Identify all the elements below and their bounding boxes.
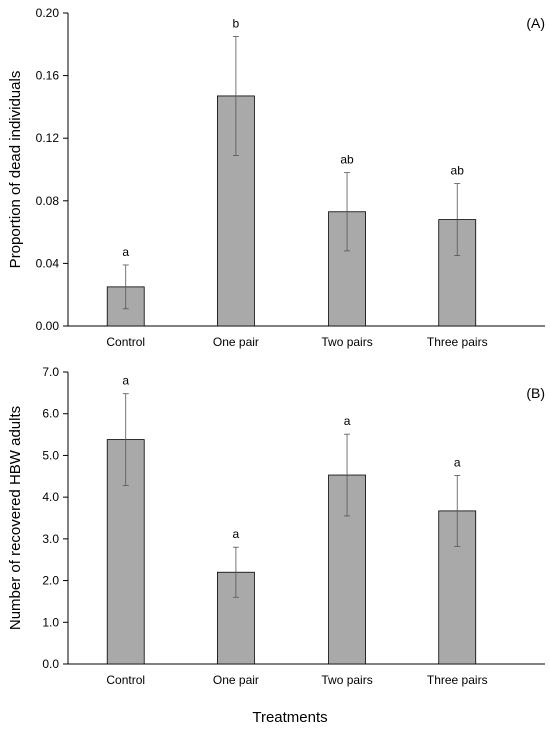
significance-letter: a bbox=[122, 245, 129, 259]
y-tick-label: 0.16 bbox=[36, 69, 60, 83]
y-tick-label: 3.0 bbox=[42, 532, 59, 546]
y-tick-label: 5.0 bbox=[42, 448, 59, 462]
bar bbox=[438, 510, 477, 665]
significance-letter: ab bbox=[451, 164, 465, 178]
significance-letter: a bbox=[344, 414, 351, 428]
y-axis-label: Proportion of dead individuals bbox=[7, 71, 24, 269]
y-tick-label: 4.0 bbox=[42, 490, 59, 504]
y-tick-label: 1.0 bbox=[42, 615, 59, 629]
y-tick-label: 0.00 bbox=[36, 319, 60, 333]
panel-b: 0.0 1.0 2.0 3.0 4.0 5.0 6.0 7.0 Number of recove… bbox=[7, 365, 545, 687]
panel-label: (A) bbox=[526, 15, 545, 31]
significance-letter: a bbox=[122, 374, 129, 388]
x-tick-label: Two pairs bbox=[321, 673, 372, 687]
x-tick-label: One pair bbox=[213, 673, 259, 687]
x-tick-label: Three pairs bbox=[427, 673, 488, 687]
y-tick-label: 0.20 bbox=[36, 6, 60, 20]
x-tick-label: Three pairs bbox=[427, 335, 488, 349]
significance-letter: ab bbox=[340, 153, 354, 167]
y-tick-label: 0.12 bbox=[36, 131, 60, 145]
y-tick-label: 0.0 bbox=[42, 657, 59, 671]
x-tick-label: Two pairs bbox=[321, 335, 372, 349]
x-tick-label: Control bbox=[106, 673, 145, 687]
y-tick-label: 7.0 bbox=[42, 365, 59, 379]
panel-label: (B) bbox=[526, 385, 545, 401]
x-tick-label: Control bbox=[106, 335, 145, 349]
shared-x-axis-label: Treatments bbox=[252, 709, 327, 726]
y-tick-label: 2.0 bbox=[42, 574, 59, 588]
y-tick-label: 6.0 bbox=[42, 407, 59, 421]
y-tick-label: 0.04 bbox=[36, 256, 60, 270]
significance-letter: a bbox=[233, 527, 240, 541]
x-tick-label: One pair bbox=[213, 335, 259, 349]
significance-letter: b bbox=[233, 16, 240, 30]
significance-letter: a bbox=[454, 455, 461, 469]
y-axis-label: Number of recovered HBW adults bbox=[7, 406, 24, 630]
y-tick-label: 0.08 bbox=[36, 194, 60, 208]
panel-a: 0.00 0.04 0.08 0.12 0.16 0.20 Proportion of de… bbox=[7, 6, 545, 349]
